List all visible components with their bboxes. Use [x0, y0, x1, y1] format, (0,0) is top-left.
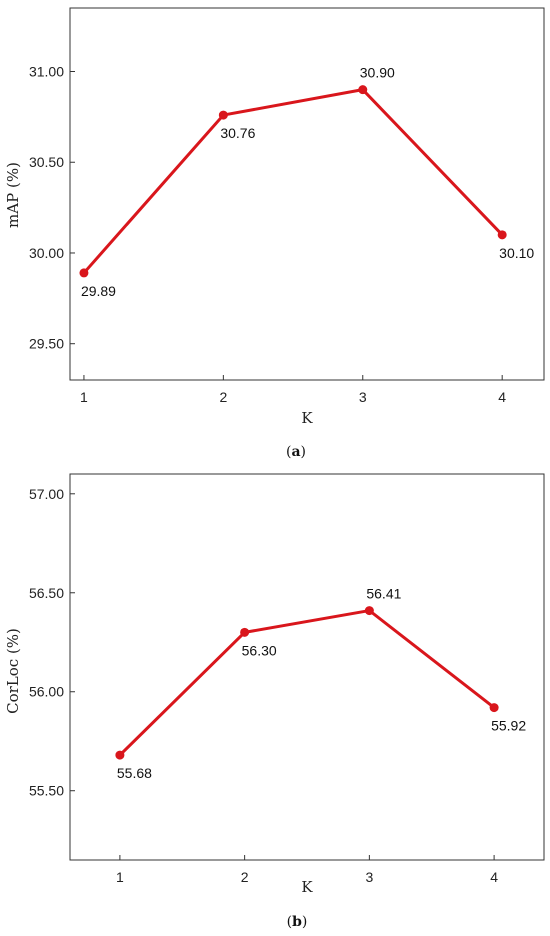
y-tick-label-b: 56.00 [29, 684, 64, 700]
data-label-b: 55.68 [117, 765, 152, 781]
x-tick-label-a: 2 [219, 389, 227, 405]
y-tick-label-a: 29.50 [29, 336, 64, 352]
data-label-a: 30.10 [499, 245, 534, 261]
x-axis-label-a: K [301, 409, 313, 427]
y-tick-label-b: 57.00 [29, 486, 64, 502]
caption-a: (a) [286, 444, 306, 460]
data-label-b: 56.41 [366, 586, 401, 602]
plot-frame-a [69, 7, 545, 381]
x-tick-label-b: 2 [241, 869, 249, 885]
caption-letter-a: a [291, 444, 300, 460]
data-label-a: 29.89 [81, 283, 116, 299]
caption-letter-b: b [292, 914, 302, 930]
x-tick-label-b: 4 [490, 869, 498, 885]
y-tick-label-a: 31.00 [29, 64, 64, 80]
data-point-a [497, 230, 507, 240]
y-tick-label-a: 30.50 [29, 154, 64, 170]
chart-b: 55.50 56.00 56.50 57.00 1 2 3 4 55.68 56.30 56.41 5… [4, 473, 545, 930]
caption-b: (b) [287, 914, 308, 930]
series-line-b [118, 609, 496, 757]
data-point-a [358, 85, 368, 95]
data-point-a [218, 110, 228, 120]
plot-frame-b [69, 473, 545, 861]
data-label-a: 30.90 [360, 65, 395, 81]
x-tick-label-a: 3 [359, 389, 367, 405]
data-point-b [240, 627, 250, 637]
data-point-b [364, 606, 374, 616]
data-label-b: 56.30 [242, 642, 277, 658]
x-tick-label-b: 1 [116, 869, 124, 885]
data-label-b: 55.92 [491, 718, 526, 734]
y-axis-label-a: mAP (%) [4, 162, 22, 228]
y-tick-label-b: 56.50 [29, 585, 64, 601]
data-point-b [115, 750, 125, 760]
data-label-a: 30.76 [220, 125, 255, 141]
data-point-b [489, 703, 499, 713]
series-line-a [82, 88, 504, 274]
x-tick-label-a: 4 [498, 389, 506, 405]
y-axis-label-b: CorLoc (%) [4, 628, 22, 714]
y-tick-label-a: 30.00 [29, 245, 64, 261]
y-tick-label-b: 55.50 [29, 783, 64, 799]
data-point-a [79, 268, 89, 278]
x-axis-label-b: K [301, 878, 313, 896]
x-tick-label-b: 3 [365, 869, 373, 885]
x-tick-label-a: 1 [80, 389, 88, 405]
chart-a: 29.50 30.00 30.50 31.00 1 2 3 4 29.89 30.76 30.90 3… [4, 7, 545, 460]
